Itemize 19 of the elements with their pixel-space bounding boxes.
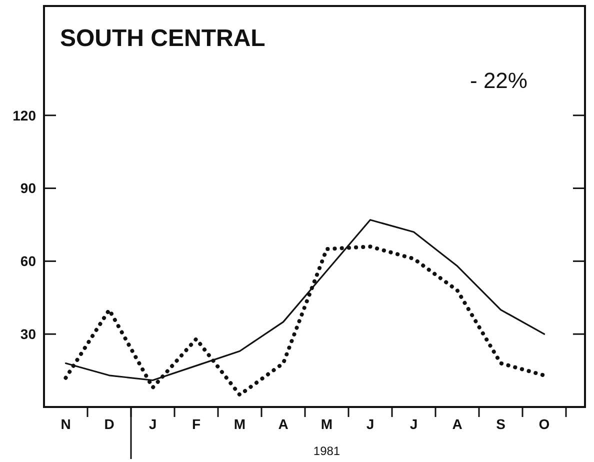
- text: SOUTH CENTRAL: [60, 25, 266, 52]
- x-tick-label: A: [452, 416, 462, 432]
- x-tick-label: M: [320, 416, 333, 432]
- x-tick-label: O: [538, 416, 550, 432]
- text: 1981: [313, 444, 340, 458]
- y-tick-label: 90: [20, 180, 36, 196]
- y-tick-label: 60: [20, 253, 36, 270]
- x-tick-label: J: [366, 416, 374, 432]
- y-tick-label: 30: [20, 326, 36, 342]
- x-tick-label: S: [496, 416, 506, 432]
- x-tick-label: N: [60, 416, 71, 432]
- x-tick-label: A: [278, 416, 288, 432]
- x-tick-label: D: [104, 416, 114, 432]
- annotation: - 22%: [470, 68, 528, 93]
- x-tick-label: F: [192, 416, 201, 432]
- x-tick-label: J: [410, 416, 418, 432]
- y-tick-label: 120: [12, 107, 36, 124]
- x-tick-label: J: [148, 416, 157, 432]
- x-tick-label: M: [234, 416, 246, 432]
